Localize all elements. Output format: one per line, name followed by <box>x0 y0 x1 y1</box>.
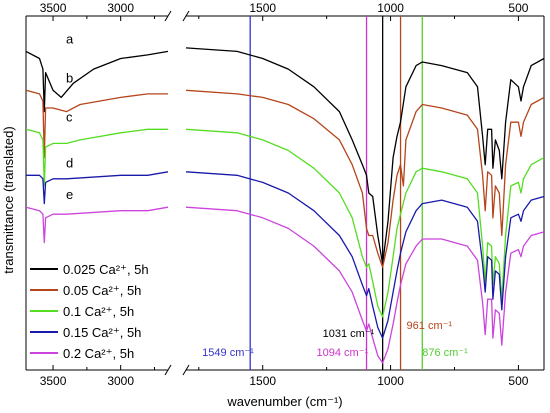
curve-letter-d: d <box>66 155 73 170</box>
x-tick-label: 1000 <box>377 374 404 388</box>
reference-labels: 1549 cm⁻¹ 1094 cm⁻¹ 1031 cm⁻¹ 961 cm⁻¹ 876 c… <box>202 320 468 359</box>
reference-lines <box>249 16 423 370</box>
axis-break-slash <box>182 10 190 22</box>
x-tick-label: 500 <box>508 374 528 388</box>
y-axis-label: transmittance (translated) <box>1 126 16 273</box>
reference-label: 1094 cm⁻¹ <box>317 347 369 359</box>
x-tick-label: 3500 <box>40 374 67 388</box>
legend-label: 0.2 Ca²⁺, 5h <box>63 346 134 361</box>
curve-letter-c: c <box>66 109 73 124</box>
legend-label: 0.1 Ca²⁺, 5h <box>63 304 134 319</box>
legend: 0.025 Ca²⁺, 5h 0.05 Ca²⁺, 5h 0.1 Ca²⁺, 5h 0… <box>30 262 149 361</box>
series-lines <box>25 47 545 364</box>
reference-label: 1031 cm⁻¹ <box>323 328 375 340</box>
axis-break-slash <box>182 364 190 376</box>
curve-letter-b: b <box>66 70 73 85</box>
curve-letters: a b c d e <box>66 31 74 202</box>
curve-letter-a: a <box>66 31 74 46</box>
x-tick-label: 1500 <box>249 374 276 388</box>
series-line-3-right <box>185 128 545 318</box>
series-line-5-right <box>185 206 545 364</box>
series-line-2-right <box>185 89 545 268</box>
series-line-4-left <box>26 171 169 205</box>
axis-break-slash <box>164 364 172 376</box>
top-tick-label: 500 <box>508 1 528 15</box>
curve-letter-e: e <box>66 187 73 202</box>
top-tick-label: 3000 <box>107 1 134 15</box>
top-tick-label: 1000 <box>377 1 404 15</box>
axis-break-marks <box>164 10 190 376</box>
axis-break-slash <box>164 10 172 22</box>
legend-label: 0.05 Ca²⁺, 5h <box>63 283 141 298</box>
x-tick-label: 3000 <box>107 374 134 388</box>
legend-label: 0.025 Ca²⁺, 5h <box>63 262 149 277</box>
top-tick-label: 1500 <box>249 1 276 15</box>
x-axis-label: wavenumber (cm⁻¹) <box>226 394 342 409</box>
series-line-5-left <box>25 206 169 244</box>
plot-frame <box>25 15 545 371</box>
legend-label: 0.15 Ca²⁺, 5h <box>63 325 141 340</box>
top-tick-label: 3500 <box>40 1 67 15</box>
axis-ticks: 3500 3500 3000 3000 1500 1500 1000 1000 500 500 <box>40 1 529 388</box>
series-line-2-left <box>25 89 168 159</box>
series-line-3-left <box>25 128 168 187</box>
series-line-1-right <box>185 47 545 265</box>
reference-label: 961 cm⁻¹ <box>407 320 453 332</box>
series-line-4-right <box>185 171 545 339</box>
reference-label: 1549 cm⁻¹ <box>202 347 254 359</box>
series-line-1-left <box>25 50 169 113</box>
reference-label: 876 cm⁻¹ <box>422 347 468 359</box>
